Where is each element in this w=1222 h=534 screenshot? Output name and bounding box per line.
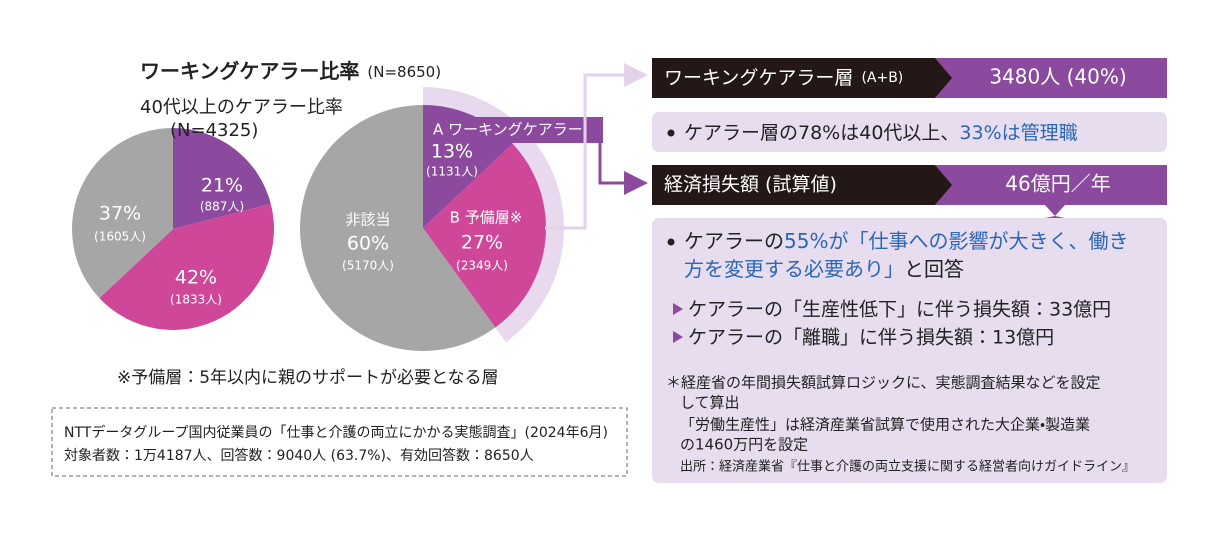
value-label: 27% [461, 232, 503, 254]
panel-label-note: (A+B) [861, 70, 903, 86]
item: ケアラーの「生産性低下」に伴う損失額：33億円 [688, 299, 1111, 321]
panel-label: 経済損失額 (試算値) [664, 174, 837, 196]
pointer [1045, 216, 1065, 218]
panel-value: 46億円／年 [1005, 172, 1110, 196]
footnote: ＊経産省の年間損失額試算ロジックに、実態調査結果などを設定 [666, 374, 1101, 392]
text-segment: ケアラーの [684, 229, 784, 253]
category-label: A ワーキングケアラー [433, 121, 583, 139]
panel-label: ワーキングケアラー層 (A+B) [664, 67, 903, 89]
connector [598, 135, 648, 195]
text-segment: 33%は管理職 [959, 122, 1077, 144]
text-segment: 55%が「仕事への影響が大きく、働き [784, 229, 1128, 253]
bullet [667, 129, 675, 137]
connector [545, 63, 648, 230]
count-label: (887人) [200, 200, 244, 214]
category-label: B 予備層※ [450, 209, 523, 227]
count-label: (5170人) [342, 259, 394, 273]
value-label: 37% [99, 203, 141, 225]
panel-line: ケアラーの55%が「仕事への影響が大きく、働き [684, 229, 1128, 253]
value-bar [935, 58, 1167, 98]
chart-title-group: ワーキングケアラー比率 (N=8650) [140, 59, 441, 83]
footnote: の1460万円を設定 [680, 436, 808, 454]
item-marker [673, 331, 683, 343]
label-bar [652, 58, 952, 98]
value-label: 60% [347, 233, 389, 255]
count-label: (1833人) [170, 293, 222, 307]
label-bar [652, 165, 952, 205]
count-label: (2349人) [456, 259, 508, 273]
chart-title: ワーキングケアラー比率 [140, 59, 359, 83]
panel [652, 112, 1167, 152]
item-marker [673, 303, 683, 315]
text-segment: 方を変更する必要あり」 [684, 257, 904, 281]
bullet [667, 238, 675, 246]
item: ケアラーの「離職」に伴う損失額：13億円 [688, 327, 1054, 349]
source-note: 出所：経済産業省『仕事と介護の両立支援に関する経営者向けガイドライン』 [680, 459, 1135, 475]
text-segment: と回答 [904, 257, 964, 281]
pie-slice [99, 203, 274, 330]
panel-label-text: ワーキングケアラー層 [664, 67, 853, 89]
note: ※予備層：5年以内に親のサポートが必要となる層 [117, 368, 499, 388]
value-bar [935, 165, 1167, 216]
pie-slice [299, 105, 496, 351]
chart-subtitle: (N=4325) [170, 120, 258, 141]
pies: 21% (887人) 42% (1833人) 37% (1605人) 13% (1131人) A… [72, 87, 603, 351]
chart-title: 40代以上のケアラー比率 [140, 97, 343, 118]
callout-box [425, 117, 603, 143]
value-label: 13% [431, 141, 473, 163]
value-label: 42% [175, 267, 217, 289]
count-label: (1605人) [94, 230, 146, 244]
source-line: NTTデータグループ国内従業員の「仕事と介護の両立にかかる実態調査」(2024年… [64, 424, 608, 441]
value-label: 21% [201, 175, 243, 197]
footnote: 「労働生産性」は経済産業省試算で使用された大企業・製造業 [680, 416, 1090, 434]
source-line: 対象者数：1万4187人、回答数：9040人 (63.7%)、有効回答数：865… [64, 447, 534, 464]
chart-subtitle: (N=8650) [367, 63, 441, 81]
count-label: (1131人) [426, 165, 478, 179]
pie-slice [173, 128, 271, 229]
category-label: 非該当 [345, 211, 390, 229]
text-segment: ケアラー層の78%は40代以上、 [684, 122, 959, 144]
panel-value: 3480人 (40%) [989, 65, 1126, 89]
footnote: して算出 [680, 394, 740, 412]
pie-slice [72, 128, 173, 299]
pie-slice [423, 143, 546, 328]
panel-line: 方を変更する必要あり」と回答 [684, 257, 964, 281]
source-box [51, 407, 628, 477]
panel [652, 218, 1167, 483]
panel-line: ケアラー層の78%は40代以上、33%は管理職 [684, 122, 1078, 144]
